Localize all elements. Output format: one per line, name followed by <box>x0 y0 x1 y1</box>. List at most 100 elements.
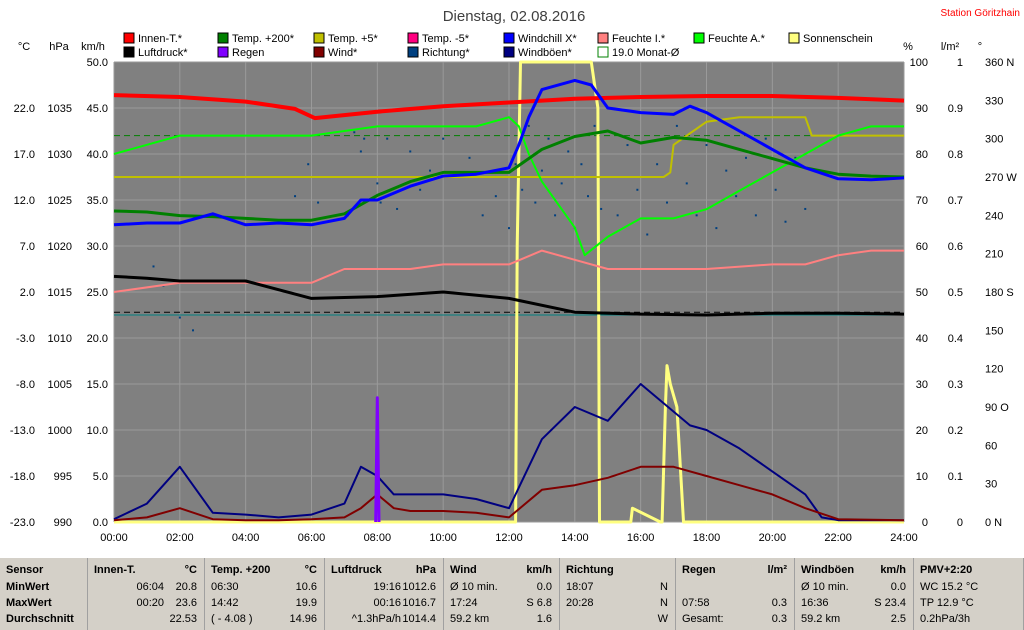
legend-swatch <box>313 46 325 58</box>
wind-tick-label: 0.0 <box>93 517 108 529</box>
direction-point <box>587 195 589 198</box>
direction-tick-label: 150 <box>985 325 1003 337</box>
stats-time: 00:16 <box>373 597 401 609</box>
legend-label: Temp. -5* <box>422 33 470 45</box>
wind-tick-label: 25.0 <box>87 287 108 299</box>
temp-tick-label: 22.0 <box>14 103 35 115</box>
rain-tick-label: 0.2 <box>948 425 963 437</box>
direction-point <box>317 201 320 204</box>
stats-time: 16:36 <box>801 597 829 609</box>
x-tick-label: 24:00 <box>890 532 918 544</box>
stats-row-label: MinWert <box>6 581 50 593</box>
legend-label: Richtung* <box>422 47 470 59</box>
percent-tick-label: 80 <box>916 149 928 161</box>
legend-swatch <box>503 32 515 44</box>
stats-time: ( - 4.08 ) <box>211 613 253 625</box>
direction-point <box>363 137 366 140</box>
humidity-indoor-line <box>113 249 904 293</box>
stats-value: 0.0 <box>890 581 906 593</box>
rain-tick-label: 0.9 <box>948 103 963 115</box>
legend-label: Temp. +5* <box>328 33 379 45</box>
stats-value: 1016.7 <box>402 597 436 609</box>
stats-column: Luftdruck hPa 19:16 1012.6 00:16 1016.7 ^1.3hP… <box>325 558 444 630</box>
pressure-tick-label: 995 <box>54 471 72 483</box>
stats-unit: hPa <box>415 564 436 576</box>
stats-header: PMV+2:20 <box>920 564 973 576</box>
stats-time: 19:16 <box>373 581 401 593</box>
percent-unit-label: % <box>903 41 913 53</box>
direction-point <box>774 188 777 191</box>
direction-tick-label: 270 W <box>985 172 1017 184</box>
x-tick-label: 08:00 <box>364 532 392 544</box>
direction-point <box>754 214 757 217</box>
wind-tick-label: 15.0 <box>87 379 108 391</box>
legend-swatch <box>407 46 419 58</box>
direction-tick-label: 60 <box>985 440 997 452</box>
stats-header: Wind <box>450 564 477 576</box>
wind-unit-label: km/h <box>81 41 105 53</box>
direction-point <box>784 220 787 223</box>
legend-label: Windchill X* <box>518 33 577 45</box>
rain-tick-label: 0.3 <box>948 379 963 391</box>
stats-value: 0.3 <box>771 613 787 625</box>
rain-tick-label: 1 <box>957 57 963 69</box>
percent-tick-label: 0 <box>922 517 928 529</box>
legend-label: Windböen* <box>518 47 573 59</box>
stats-column: PMV+2:20 WC 15.2 °C TP 12.9 °C 0.2hPa/3h <box>914 558 1024 630</box>
legend-swatch <box>217 32 229 44</box>
stats-time: 14:42 <box>211 597 239 609</box>
x-tick-label: 16:00 <box>627 532 655 544</box>
rain-unit-label: l/m² <box>941 41 960 53</box>
direction-point <box>178 316 181 319</box>
direction-point <box>735 195 738 198</box>
stats-header: Sensor <box>6 564 44 576</box>
stats-column: Windböen km/h Ø 10 min. 0.0 16:36 S 23.4 59.2 … <box>795 558 914 630</box>
legend-swatch <box>407 32 419 44</box>
temp-tick-label: 12.0 <box>14 195 35 207</box>
direction-point <box>294 195 297 198</box>
direction-point <box>567 150 570 153</box>
pressure-line <box>113 274 905 317</box>
stats-value: 19.9 <box>295 597 317 609</box>
direction-point <box>307 163 310 166</box>
direction-point <box>580 163 583 166</box>
indoor-temp-line <box>113 93 905 121</box>
rain-tick-label: 0.4 <box>948 333 963 345</box>
percent-tick-label: 10 <box>916 471 928 483</box>
humidity-outdoor-line <box>113 116 904 257</box>
wind-tick-label: 40.0 <box>87 149 108 161</box>
wind-tick-label: 45.0 <box>87 103 108 115</box>
direction-point <box>715 227 718 230</box>
direction-point <box>376 182 379 185</box>
stats-row-label: Durchschnitt <box>6 613 74 625</box>
direction-tick-label: 0 N <box>985 517 1002 529</box>
temp-tick-label: -8.0 <box>16 379 35 391</box>
station-name: Station Göritzhain <box>941 8 1021 19</box>
direction-point <box>468 156 471 159</box>
stats-value: 1012.6 <box>402 581 436 593</box>
direction-point <box>527 124 530 127</box>
direction-point <box>675 124 678 127</box>
direction-point <box>666 201 668 204</box>
temp-unit-label: °C <box>18 41 30 53</box>
legend-label: Innen-T.* <box>138 33 183 45</box>
stats-value: 2.5 <box>890 613 906 625</box>
direction-point <box>353 131 356 134</box>
temp-tick-label: -13.0 <box>10 425 35 437</box>
stats-time: Ø 10 min. <box>450 581 498 593</box>
stats-value: WC 15.2 °C <box>920 581 979 593</box>
temp-tick-label: -18.0 <box>10 471 35 483</box>
x-tick-label: 20:00 <box>759 532 787 544</box>
direction-point <box>494 195 497 198</box>
stats-time: 18:07 <box>566 581 594 593</box>
stats-value: N <box>660 597 668 609</box>
stats-time: 00:20 <box>136 597 164 609</box>
pressure-tick-label: 1035 <box>48 103 72 115</box>
pressure-tick-label: 1005 <box>48 379 72 391</box>
direction-point <box>616 214 619 217</box>
stats-header: Windböen <box>801 564 855 576</box>
stats-value: 23.6 <box>175 597 197 609</box>
stats-value: 0.3 <box>771 597 787 609</box>
stats-unit: °C <box>304 564 317 576</box>
direction-point <box>600 207 603 210</box>
